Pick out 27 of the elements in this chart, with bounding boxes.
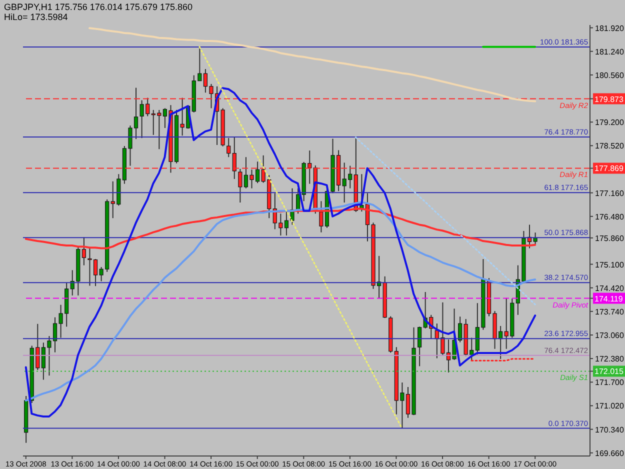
y-tick-label: 178.520: [595, 142, 624, 151]
candlestick: [82, 236, 86, 266]
line-series: [88, 27, 536, 102]
y-tick-label: 176.480: [595, 212, 624, 222]
y-tick-label: 173.060: [595, 330, 624, 340]
y-tick-label: 171.700: [595, 378, 624, 388]
chart-title: GBPJPY,H1 175.756 176.014 175.679 175.860: [4, 2, 192, 12]
candlestick: [418, 326, 422, 367]
y-tick-label: 171.020: [595, 402, 624, 411]
candlestick: [226, 138, 231, 158]
y-tick-label: 181.240: [595, 47, 624, 56]
y-tick-label: 175.100: [595, 260, 624, 270]
y-tick-label: 179.200: [595, 118, 624, 128]
line-series: [198, 46, 403, 430]
candlestick: [458, 316, 462, 343]
line-series: [24, 87, 536, 418]
y-tick-label: 181.920: [595, 24, 624, 33]
y-tick-label: 177.160: [595, 188, 624, 198]
line-series: [354, 136, 536, 306]
chart-subtitle: HiLo= 173.5984: [4, 12, 68, 22]
y-tick-label: 175.860: [595, 234, 624, 243]
y-tick-label: 169.660: [595, 448, 624, 458]
y-tick-label: 170.340: [595, 425, 624, 434]
y-tick-label: 172.380: [595, 354, 624, 364]
y-tick-label: 173.740: [595, 307, 624, 316]
y-tick-label: 174.420: [595, 284, 624, 293]
y-tick-label: 180.560: [595, 70, 624, 80]
